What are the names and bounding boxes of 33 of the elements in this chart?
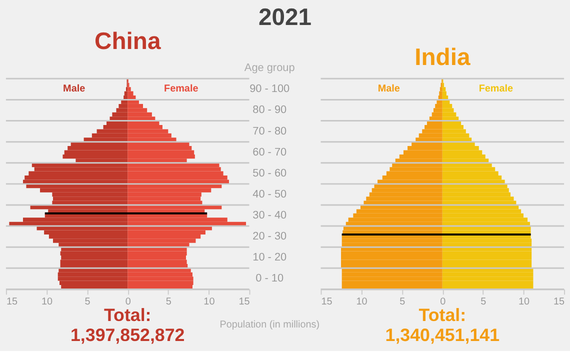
text: Male bbox=[378, 84, 400, 95]
y-tick-label: 80 - 90 bbox=[252, 104, 287, 116]
y-tick-label: 50 - 60 bbox=[252, 167, 287, 180]
text: Female bbox=[478, 84, 514, 95]
y-tick-label: 10 - 20 bbox=[252, 252, 287, 264]
y-axis-title: Age group bbox=[244, 62, 295, 74]
y-tick-label: 40 - 50 bbox=[252, 188, 287, 200]
x-tick-label: 10 bbox=[41, 296, 53, 308]
y-tick-label: 90 - 100 bbox=[250, 83, 290, 96]
x-tick-label: 15 bbox=[321, 296, 333, 308]
y-tick-label: 70 - 80 bbox=[252, 125, 287, 138]
y-tick-label: 60 - 70 bbox=[252, 146, 287, 158]
x-tick-label: 15 bbox=[6, 296, 18, 308]
text: 1,340,451,141 bbox=[385, 324, 500, 345]
x-tick-label: 5 bbox=[480, 296, 487, 308]
x-tick-label: 5 bbox=[84, 296, 91, 308]
y-tick-label: 0 - 10 bbox=[256, 272, 284, 285]
y-tick-label: 30 - 40 bbox=[252, 210, 287, 222]
text: Female bbox=[164, 84, 199, 95]
x-tick-label: 15 bbox=[553, 296, 566, 308]
text: 1,397,852,872 bbox=[70, 324, 185, 345]
text: 2021 bbox=[258, 4, 312, 32]
chart-title: China bbox=[94, 28, 162, 55]
x-tick-label: 5 bbox=[166, 296, 172, 308]
text: Male bbox=[63, 84, 86, 95]
x-axis-title: Population (in millions) bbox=[220, 319, 320, 330]
x-tick-label: 15 bbox=[238, 296, 250, 308]
x-tick-label: 10 bbox=[356, 296, 368, 308]
chart-title: India bbox=[414, 44, 471, 72]
x-tick-label: 10 bbox=[518, 296, 530, 308]
y-tick-label: 20 - 30 bbox=[252, 230, 287, 243]
x-tick-label: 10 bbox=[204, 296, 216, 308]
x-tick-label: 5 bbox=[400, 296, 406, 308]
